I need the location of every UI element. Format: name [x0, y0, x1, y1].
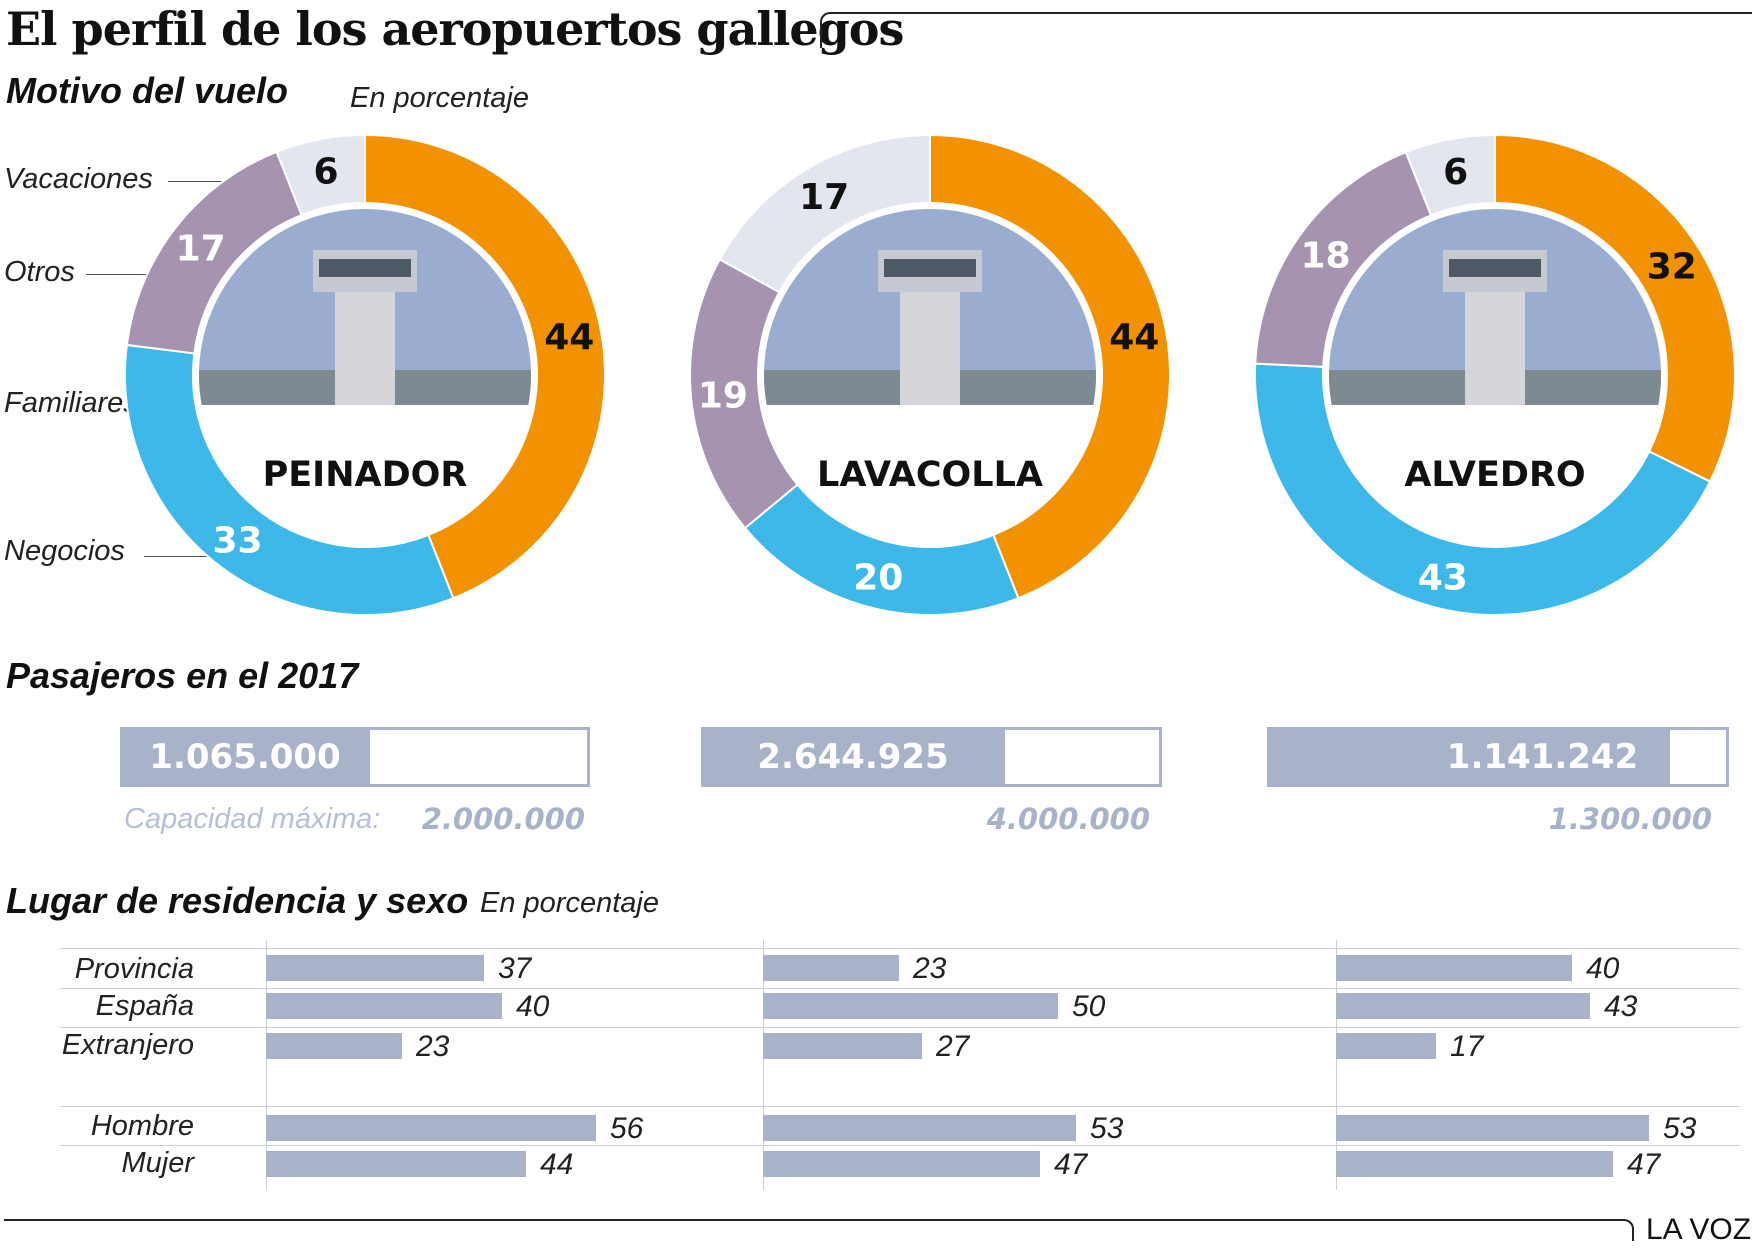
res-bar-alvedro-extranjero [1336, 1033, 1436, 1059]
section-title-pasajeros: Pasajeros en el 2017 [6, 655, 359, 696]
category-extranjero: Extranjero [61, 1029, 194, 1061]
res-bar-alvedro-hombre [1336, 1115, 1649, 1141]
section-subtitle-motivo: En porcentaje [350, 82, 529, 114]
donut-value-lavacolla-negocios: 20 [853, 557, 903, 598]
donut-value-peinador-vacaciones: 44 [544, 317, 594, 358]
pax-value-alvedro: 1.141.242 [1446, 737, 1639, 777]
donut-value-peinador-otros: 6 [313, 152, 338, 193]
axis-alvedro [1336, 940, 1337, 1190]
donut-value-peinador-familiares: 17 [176, 229, 226, 270]
legend-negocios: Negocios [4, 535, 125, 567]
capacity-label: Capacidad máxima: [124, 803, 381, 835]
res-bar-lavacolla-hombre [763, 1115, 1076, 1141]
leader-vacaciones [168, 181, 230, 182]
pax-bar-lavacolla [704, 730, 1005, 784]
donut-slice-peinador-negocios [124, 343, 455, 616]
pax-capacity-box-alvedro [1267, 727, 1729, 787]
pax-capacity-box-lavacolla [701, 727, 1162, 787]
legend-otros: Otros [4, 256, 75, 288]
donut-slice-peinador-vacaciones [364, 133, 606, 600]
leader-otros [86, 274, 152, 275]
res-value-alvedro-mujer: 47 [1627, 1148, 1661, 1181]
pax-value-peinador: 1.065.000 [149, 737, 341, 777]
category-hombre: Hombre [90, 1110, 194, 1142]
donut-charts: 44 33 17 6 PEINADOR 44 20 19 17 LAVACOLLA 32 43 18 6 A… [124, 133, 1736, 616]
res-value-lavacolla-mujer: 47 [1054, 1148, 1088, 1181]
pax-bar-peinador [123, 730, 370, 784]
donut-value-lavacolla-vacaciones: 44 [1109, 317, 1159, 358]
airport-name-peinador: PEINADOR [263, 455, 468, 495]
res-value-lavacolla-hombre: 53 [1090, 1112, 1124, 1145]
res-bar-lavacolla-extranjero [763, 1033, 922, 1059]
axis-peinador [266, 940, 267, 1190]
grid-line-top [60, 948, 1740, 949]
pax-capacity-box-peinador [120, 727, 590, 787]
donut-slice-alvedro-vacaciones [1494, 133, 1736, 483]
pax-bar-alvedro [1270, 730, 1670, 784]
donut-value-lavacolla-otros: 17 [799, 177, 849, 218]
res-value-peinador-espana: 40 [516, 990, 550, 1023]
legend-vacaciones: Vacaciones [4, 163, 153, 195]
res-value-peinador-hombre: 56 [610, 1112, 644, 1145]
donut-value-peinador-negocios: 33 [212, 520, 262, 561]
donut-slice-lavacolla-otros [718, 133, 931, 294]
legend-familiares: Familiares [4, 387, 138, 419]
res-bar-alvedro-espana [1336, 993, 1590, 1019]
donut-slice-alvedro-otros [1404, 133, 1496, 217]
donut-value-alvedro-familiares: 18 [1301, 235, 1351, 276]
res-value-peinador-mujer: 44 [540, 1148, 574, 1181]
capacity-value-peinador: 2.000.000 [421, 802, 585, 836]
grid-line [60, 1106, 1740, 1107]
res-value-alvedro-hombre: 53 [1663, 1112, 1697, 1145]
donut-value-alvedro-vacaciones: 32 [1647, 246, 1697, 287]
pax-value-lavacolla: 2.644.925 [757, 737, 949, 777]
donut-value-alvedro-negocios: 43 [1418, 557, 1468, 598]
category-mujer: Mujer [121, 1147, 194, 1179]
donut-slice-alvedro-negocios [1254, 362, 1712, 616]
category-provincia: Provincia [74, 953, 194, 985]
grid-line [60, 1027, 1740, 1028]
res-bar-lavacolla-espana [763, 993, 1058, 1019]
res-bar-peinador-provincia [266, 955, 484, 981]
res-bar-lavacolla-mujer [763, 1151, 1040, 1177]
res-value-lavacolla-extranjero: 27 [936, 1030, 970, 1063]
section-title-residencia: Lugar de residencia y sexo [6, 880, 469, 921]
grid-line [60, 988, 1740, 989]
res-value-alvedro-espana: 43 [1604, 990, 1638, 1023]
section-subtitle-residencia: En porcentaje [480, 887, 659, 919]
res-value-peinador-provincia: 37 [498, 952, 532, 985]
grid-line [60, 1145, 1740, 1146]
res-bar-peinador-mujer [266, 1151, 526, 1177]
res-bar-lavacolla-provincia [763, 955, 899, 981]
res-bar-peinador-hombre [266, 1115, 596, 1141]
airport-name-lavacolla: LAVACOLLA [817, 455, 1043, 495]
res-bar-alvedro-provincia [1336, 955, 1572, 981]
brand-logo: LA VOZ [1646, 1213, 1752, 1246]
capacity-value-alvedro: 1.300.000 [1548, 802, 1712, 836]
res-bar-peinador-espana [266, 993, 502, 1019]
title-rule [820, 12, 1752, 48]
res-value-peinador-extranjero: 23 [416, 1030, 450, 1063]
section-title-motivo: Motivo del vuelo [6, 70, 289, 111]
res-value-lavacolla-espana: 50 [1072, 990, 1106, 1023]
axis-lavacolla [763, 940, 764, 1190]
res-bar-alvedro-mujer [1336, 1151, 1613, 1177]
res-value-alvedro-extranjero: 17 [1450, 1030, 1484, 1063]
res-bar-peinador-extranjero [266, 1033, 402, 1059]
donut-slice-peinador-otros [275, 133, 366, 217]
res-value-lavacolla-provincia: 23 [913, 952, 947, 985]
donut-slice-lavacolla-vacaciones [929, 133, 1171, 600]
category-espana: España [95, 990, 194, 1022]
res-value-alvedro-provincia: 40 [1586, 952, 1620, 985]
donut-value-alvedro-otros: 6 [1443, 152, 1468, 193]
page-title: El perfil de los aeropuertos gallegos [6, 2, 904, 56]
airport-name-alvedro: ALVEDRO [1404, 455, 1585, 495]
footer-rule [4, 1219, 1634, 1241]
capacity-value-lavacolla: 4.000.000 [986, 802, 1150, 836]
donut-value-lavacolla-familiares: 19 [698, 376, 748, 417]
leader-negocios [144, 556, 214, 557]
